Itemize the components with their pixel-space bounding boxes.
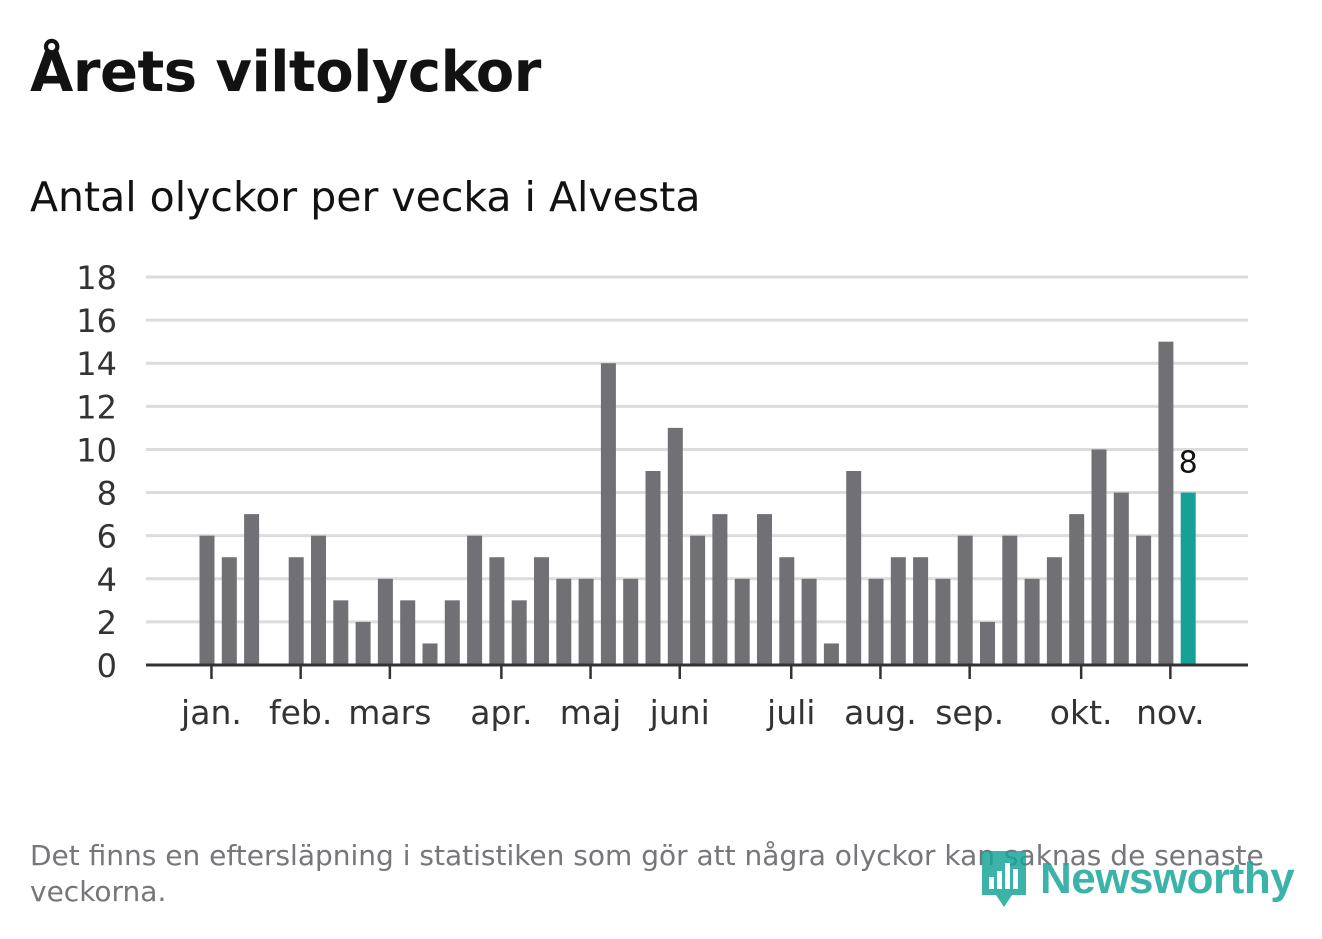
x-tick-label: juni xyxy=(649,693,710,732)
bar-week-22 xyxy=(667,427,683,665)
bar-week-5 xyxy=(288,557,304,665)
bar-week-32 xyxy=(890,557,906,665)
x-tick-label: okt. xyxy=(1050,693,1113,732)
bars xyxy=(199,341,1196,665)
bar-week-16 xyxy=(534,557,549,665)
chart-title: Årets viltolyckor xyxy=(30,40,541,105)
y-tick-label: 0 xyxy=(97,647,117,685)
bar-week-30 xyxy=(846,471,862,665)
bar-week-34 xyxy=(935,578,951,665)
bar-week-1 xyxy=(199,535,215,665)
bar-week-23 xyxy=(690,535,706,665)
y-tick-label: 18 xyxy=(76,259,117,297)
y-tick-label: 10 xyxy=(76,431,117,469)
x-tick-label: apr. xyxy=(470,693,532,732)
bar-week-33 xyxy=(913,557,929,665)
bar-week-37 xyxy=(1002,535,1018,665)
x-tick-label: sep. xyxy=(935,693,1004,732)
y-tick-label: 16 xyxy=(76,302,117,340)
y-axis-ticks: 0 2 4 6 8 10 12 14 16 18 xyxy=(76,259,117,685)
bar-week-36 xyxy=(980,621,995,665)
bar-week-11 xyxy=(422,643,438,665)
y-tick-label: 14 xyxy=(76,345,117,383)
bar-week-28 xyxy=(801,578,817,665)
data-labels: 8 xyxy=(1179,446,1198,481)
bar-week-31 xyxy=(868,578,884,665)
x-tick-label: feb. xyxy=(269,693,332,732)
x-tick-label: juli xyxy=(766,693,815,732)
highlight-value-label: 8 xyxy=(1179,446,1198,481)
x-tick-label: aug. xyxy=(844,693,917,732)
y-tick-label: 2 xyxy=(97,604,117,642)
x-tick-label: jan. xyxy=(180,693,242,732)
bar-week-10 xyxy=(400,600,416,665)
y-tick-label: 6 xyxy=(97,518,117,556)
chart-subtitle: Antal olyckor per vecka i Alvesta xyxy=(30,173,701,221)
bar-week-40 xyxy=(1069,514,1085,665)
bar-week-35 xyxy=(957,535,973,665)
bar-week-38 xyxy=(1024,578,1040,665)
x-tick-label: mars xyxy=(348,693,431,732)
bar-week-27 xyxy=(779,557,795,665)
bar-week-6 xyxy=(311,535,326,665)
bar-week-41 xyxy=(1091,449,1107,665)
x-axis-ticks: jan. feb. mars apr. maj juni juli aug. sep. okt. n… xyxy=(180,665,1205,732)
bar-week-21 xyxy=(645,471,661,665)
y-tick-label: 4 xyxy=(97,561,117,599)
x-tick-label: nov. xyxy=(1136,693,1205,732)
bar-week-7 xyxy=(333,600,349,665)
bar-week-12 xyxy=(444,600,460,665)
bar-week-25 xyxy=(734,578,750,665)
bar-week-29 xyxy=(823,643,839,665)
bar-week-42 xyxy=(1113,492,1129,665)
bar-week-15 xyxy=(511,600,527,665)
bar-week-18 xyxy=(578,578,594,665)
x-tick-label: maj xyxy=(560,693,622,732)
bar-week-14 xyxy=(489,557,505,665)
bar-week-19 xyxy=(600,363,616,665)
bar-week-24 xyxy=(712,514,728,665)
bar-week-8 xyxy=(355,621,371,665)
bar-week-45 xyxy=(1180,492,1196,665)
newsworthy-logo: Newsworthy xyxy=(978,846,1295,912)
y-tick-label: 12 xyxy=(76,388,117,426)
chart-bubble-icon xyxy=(982,851,1026,907)
bar-week-43 xyxy=(1136,535,1152,665)
bar-week-13 xyxy=(467,535,483,665)
footnote: Det finns en eftersläpning i statistiken… xyxy=(30,839,1264,908)
bar-week-2 xyxy=(221,557,237,665)
y-tick-label: 8 xyxy=(97,475,117,513)
brand-name: Newsworthy xyxy=(1040,854,1295,903)
bar-week-26 xyxy=(757,514,772,665)
bar-week-39 xyxy=(1046,557,1062,665)
bar-week-9 xyxy=(377,578,393,665)
bar-week-20 xyxy=(623,578,639,665)
bar-week-44 xyxy=(1158,341,1174,665)
bar-week-17 xyxy=(556,578,572,665)
bar-week-3 xyxy=(244,514,260,665)
